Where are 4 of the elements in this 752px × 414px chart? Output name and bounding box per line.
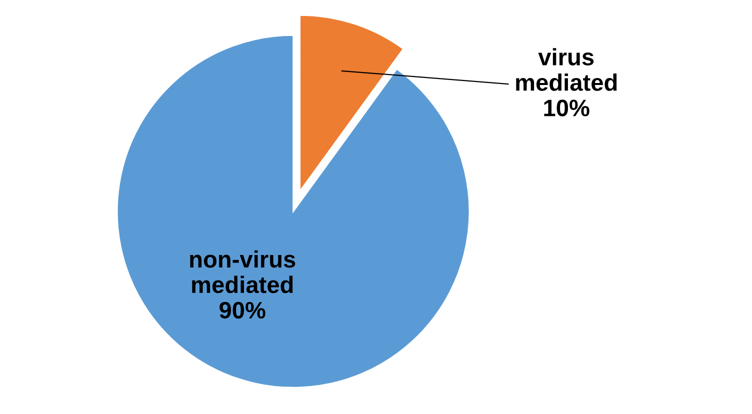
slice-label: non-virus mediated — [190, 250, 296, 294]
data-label: 10% — [544, 100, 590, 116]
data-label: 90% — [220, 302, 266, 319]
slice-label: virus mediated — [516, 48, 617, 91]
